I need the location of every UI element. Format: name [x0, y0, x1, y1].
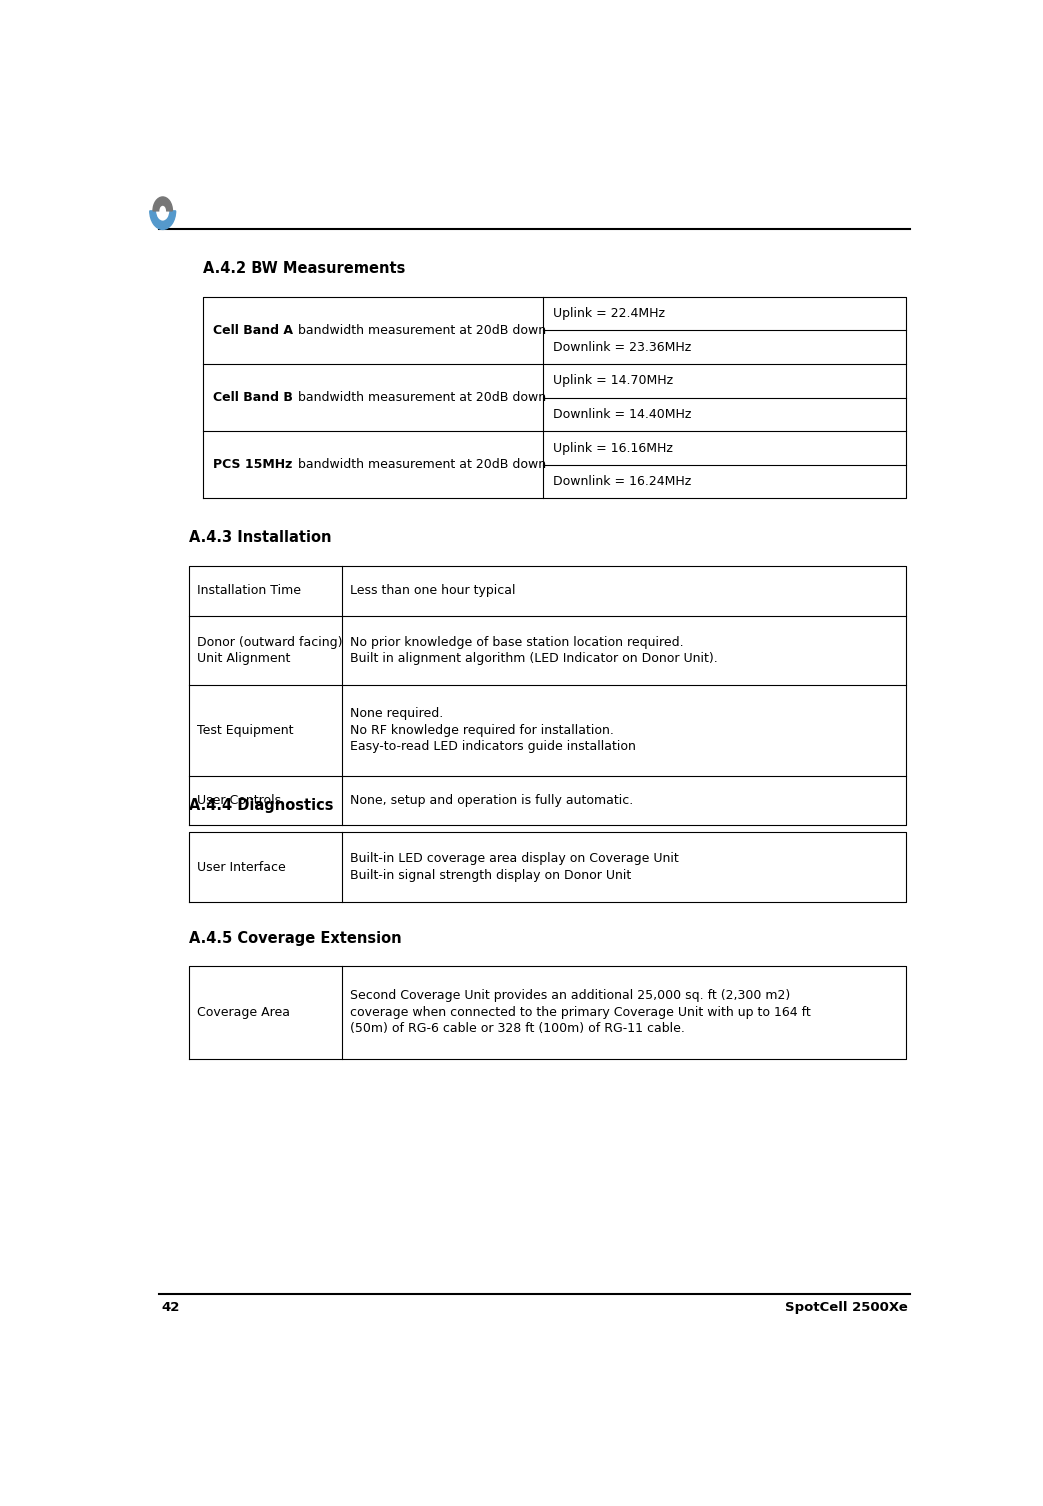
Text: Downlink = 16.24MHz: Downlink = 16.24MHz	[553, 474, 692, 488]
Text: None required.
No RF knowledge required for installation.
Easy-to-read LED indic: None required. No RF knowledge required …	[350, 708, 636, 753]
Text: Second Coverage Unit provides an additional 25,000 sq. ft (2,300 m2)
coverage wh: Second Coverage Unit provides an additio…	[350, 989, 811, 1035]
Text: A.4.4 Diagnostics: A.4.4 Diagnostics	[189, 798, 333, 813]
Text: Donor (outward facing)
Unit Alignment: Donor (outward facing) Unit Alignment	[197, 636, 342, 666]
Text: Less than one hour typical: Less than one hour typical	[350, 584, 515, 598]
Text: Coverage Area: Coverage Area	[197, 1006, 290, 1018]
Text: Cell Band A: Cell Band A	[213, 324, 293, 337]
Text: Uplink = 22.4MHz: Uplink = 22.4MHz	[553, 307, 665, 319]
Text: Downlink = 23.36MHz: Downlink = 23.36MHz	[553, 340, 692, 354]
Text: Uplink = 16.16MHz: Uplink = 16.16MHz	[553, 441, 673, 455]
Text: Built-in LED coverage area display on Coverage Unit
Built-in signal strength dis: Built-in LED coverage area display on Co…	[350, 852, 679, 883]
Text: Cell Band B: Cell Band B	[213, 392, 293, 404]
Text: bandwidth measurement at 20dB down: bandwidth measurement at 20dB down	[294, 392, 547, 404]
Text: User Controls: User Controls	[197, 794, 281, 807]
Text: A.4.2 BW Measurements: A.4.2 BW Measurements	[203, 261, 406, 276]
Text: PCS 15MHz: PCS 15MHz	[213, 458, 292, 471]
Text: None, setup and operation is fully automatic.: None, setup and operation is fully autom…	[350, 794, 633, 807]
Text: A.4.5 Coverage Extension: A.4.5 Coverage Extension	[189, 931, 402, 946]
Text: Downlink = 14.40MHz: Downlink = 14.40MHz	[553, 408, 692, 420]
Text: bandwidth measurement at 20dB down: bandwidth measurement at 20dB down	[294, 324, 547, 337]
Text: A.4.3 Installation: A.4.3 Installation	[189, 530, 331, 545]
Text: Test Equipment: Test Equipment	[197, 724, 293, 736]
Text: bandwidth measurement at 20dB down: bandwidth measurement at 20dB down	[294, 458, 545, 471]
Wedge shape	[153, 197, 172, 211]
Text: 42: 42	[161, 1301, 179, 1315]
Text: Uplink = 14.70MHz: Uplink = 14.70MHz	[553, 375, 673, 387]
Text: SpotCell 2500Xe: SpotCell 2500Xe	[785, 1301, 908, 1315]
Text: No prior knowledge of base station location required.
Built in alignment algorit: No prior knowledge of base station locat…	[350, 636, 718, 666]
Wedge shape	[150, 211, 175, 229]
Text: Installation Time: Installation Time	[197, 584, 300, 598]
Text: User Interface: User Interface	[197, 861, 286, 873]
